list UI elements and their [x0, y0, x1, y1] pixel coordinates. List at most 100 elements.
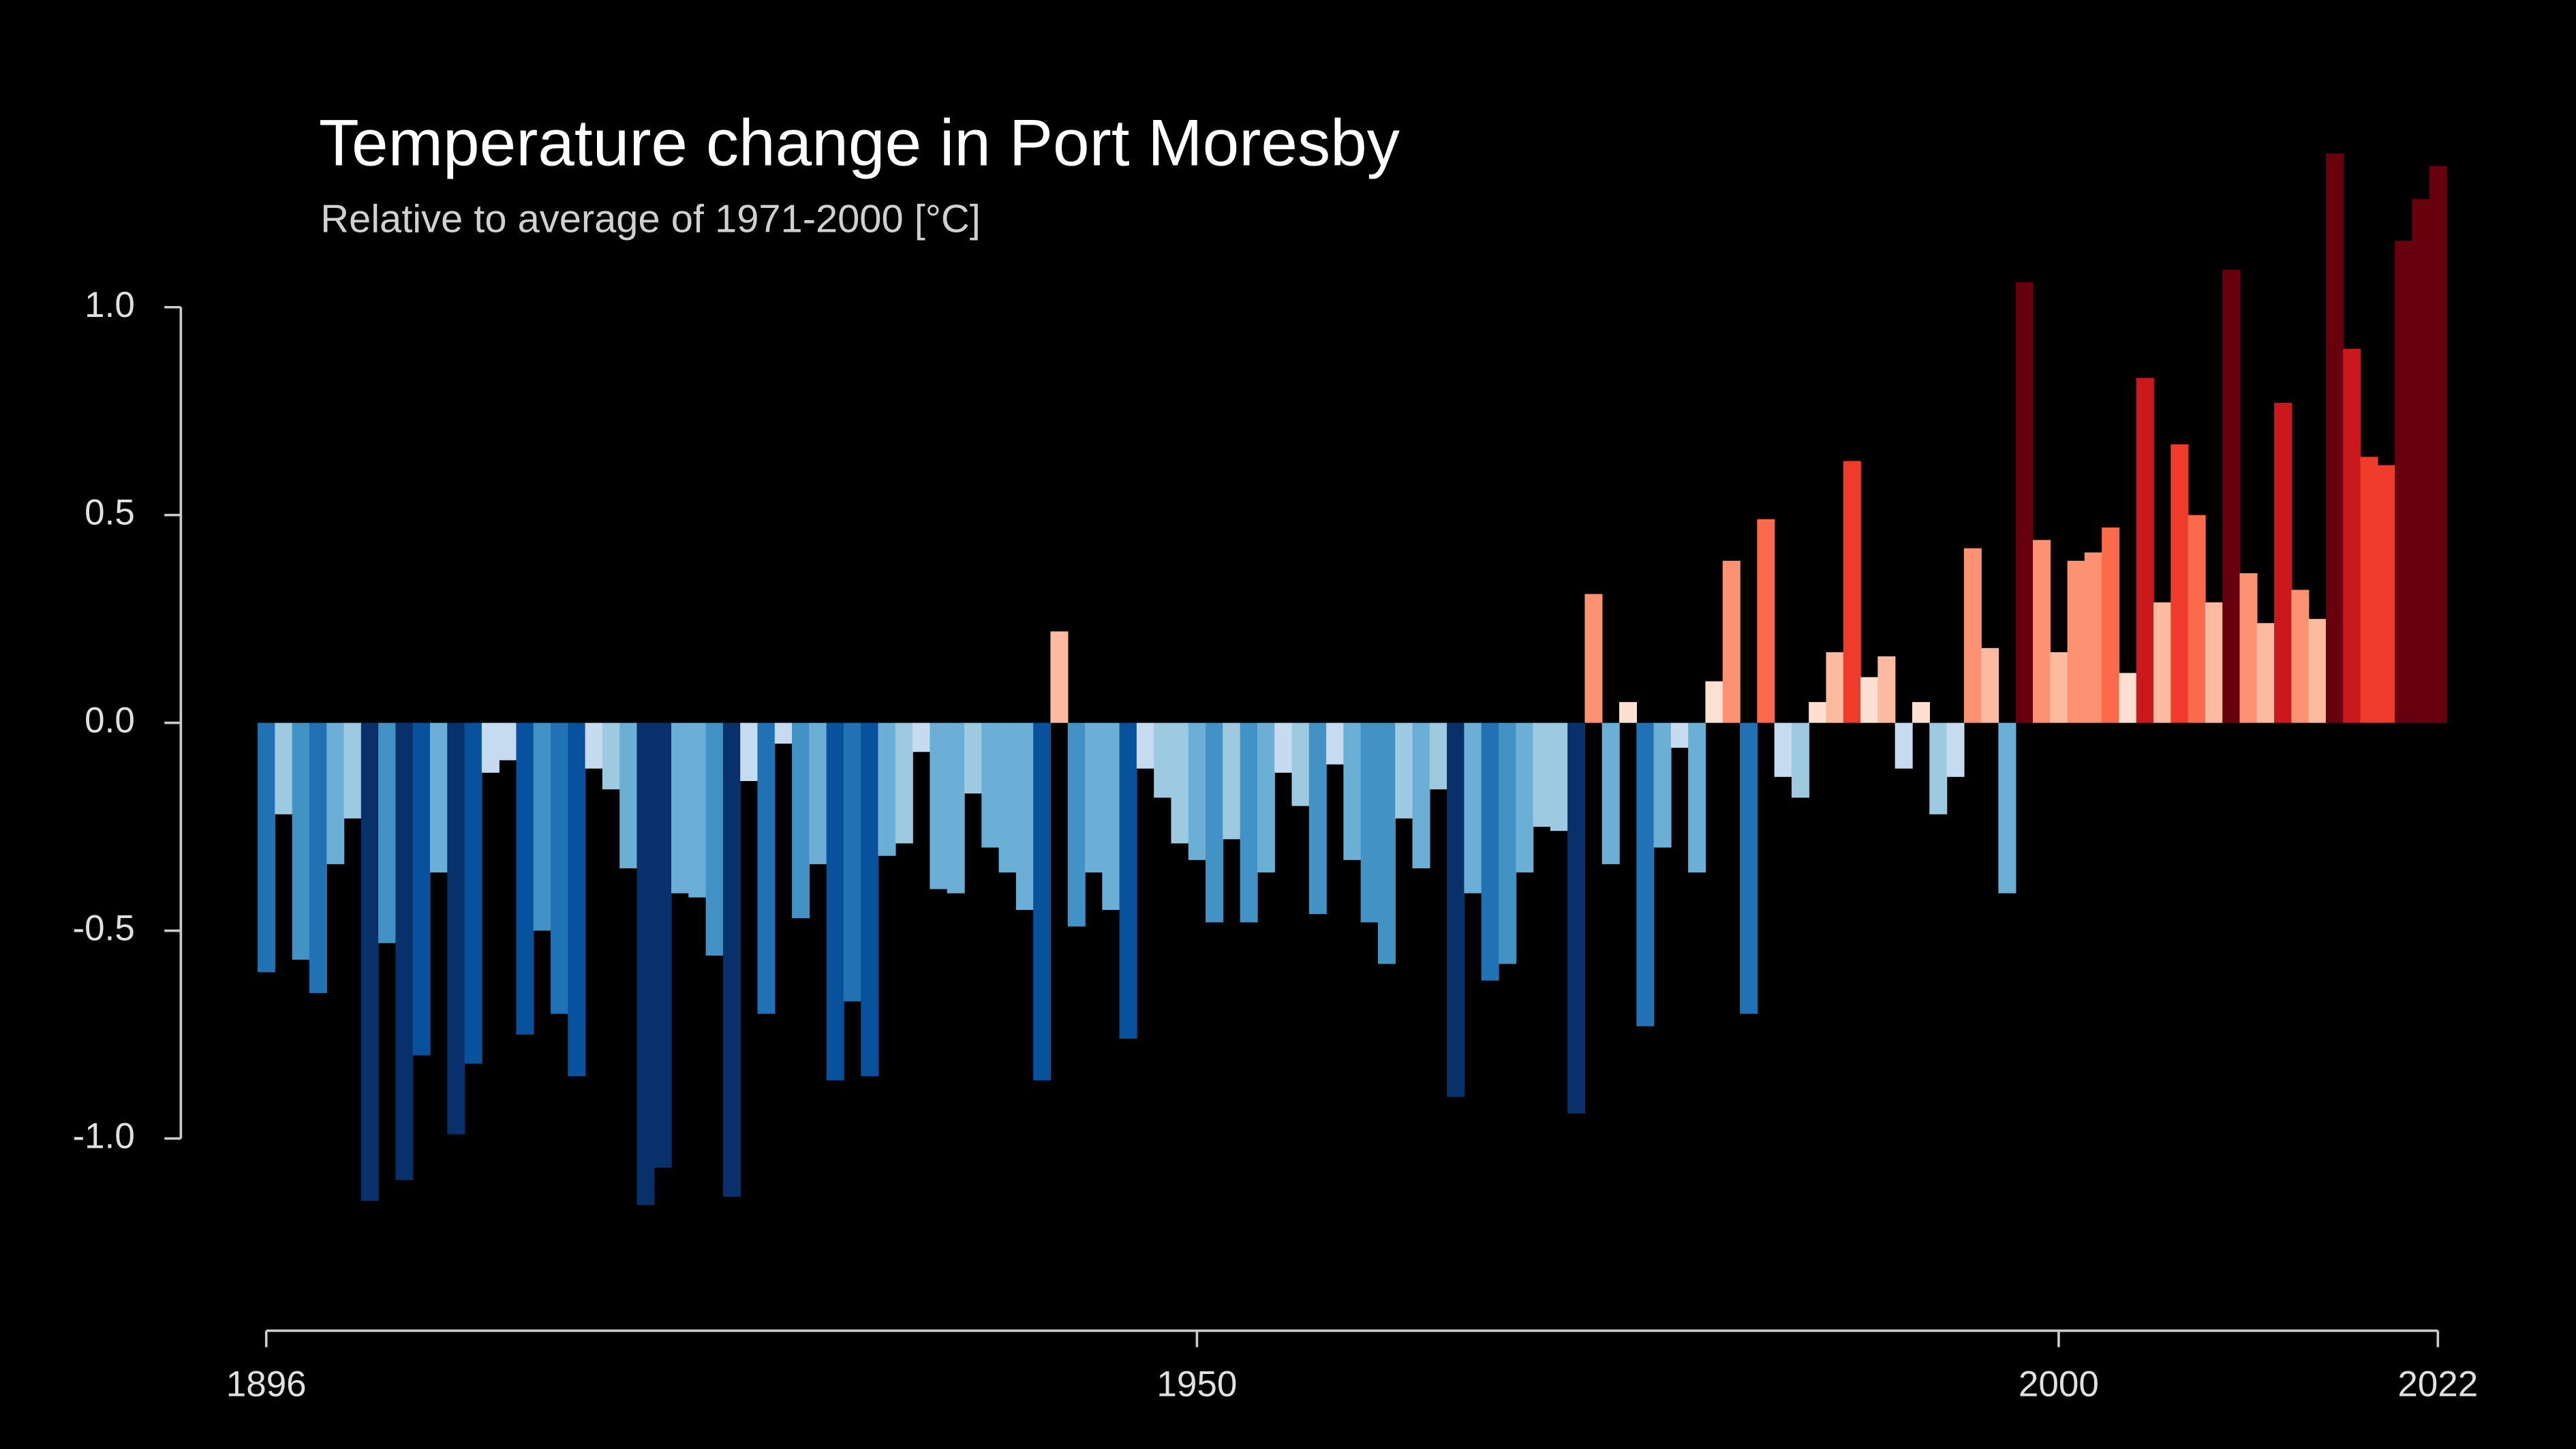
bar [395, 722, 414, 1180]
bar [533, 722, 551, 931]
x-tick-label: 2022 [2397, 1364, 2478, 1404]
bar [792, 722, 810, 919]
bar [1688, 722, 1706, 873]
bar [2032, 540, 2051, 723]
bar [1343, 722, 1362, 860]
bar [2291, 590, 2310, 723]
bar [774, 722, 793, 744]
x-tick-label: 1896 [226, 1364, 307, 1404]
bar [499, 722, 517, 761]
bar [1946, 722, 1965, 777]
bar [1740, 722, 1758, 1014]
y-tick-label: 0.0 [85, 701, 135, 741]
bar [2429, 166, 2447, 723]
bar [1154, 722, 1172, 798]
bar [2274, 403, 2293, 723]
bar [1533, 722, 1551, 827]
bar [913, 722, 931, 752]
bar [292, 722, 310, 960]
bar [429, 722, 448, 873]
bar [1929, 722, 1948, 814]
bar [1963, 548, 1982, 723]
bar [1550, 722, 1568, 832]
bar [1050, 631, 1069, 723]
bar [688, 722, 707, 898]
bar [1636, 722, 1655, 1026]
bar [2360, 457, 2378, 723]
bar [326, 722, 345, 864]
bar [2412, 199, 2430, 723]
bar [551, 722, 569, 1014]
bar [1206, 722, 1224, 923]
bar [2222, 269, 2241, 723]
bar [1188, 722, 1206, 860]
bar [1757, 519, 1775, 723]
x-tick-label: 2000 [2019, 1364, 2099, 1404]
bar [2377, 465, 2395, 723]
chart-subtitle: Relative to average of 1971-2000 [°C] [320, 198, 981, 241]
bar [2395, 241, 2413, 723]
bar [2067, 560, 2085, 723]
bar [602, 722, 620, 790]
bar [1912, 702, 1930, 723]
bar [1015, 722, 1034, 911]
bar [1447, 722, 1465, 1097]
bar [2102, 527, 2120, 723]
bar [964, 722, 982, 794]
bar [447, 722, 465, 1135]
bar [2084, 552, 2102, 723]
bar [1257, 722, 1275, 873]
bar [1584, 594, 1603, 723]
bar [2308, 619, 2327, 723]
bar [2015, 282, 2034, 723]
bar [378, 722, 397, 943]
x-tick-label: 1950 [1156, 1364, 1237, 1404]
bar [1377, 722, 1396, 964]
bar [1601, 722, 1620, 864]
bar [1395, 722, 1413, 819]
y-tick-label: -1.0 [73, 1116, 135, 1156]
bar [1481, 722, 1499, 981]
bar [1860, 677, 1879, 723]
bar [2119, 673, 2137, 723]
y-tick-label: -0.5 [73, 909, 135, 949]
bar [757, 722, 776, 1014]
bar [1429, 722, 1447, 790]
bar [895, 722, 913, 844]
bar [1240, 722, 1258, 923]
bar [1705, 681, 1723, 723]
bar [947, 722, 965, 894]
bar [843, 722, 861, 1002]
bar [361, 722, 379, 1201]
bar [481, 722, 500, 773]
bar [998, 722, 1017, 873]
bar [1171, 722, 1189, 844]
bar [619, 722, 638, 869]
bar [1877, 656, 1896, 723]
bar [2325, 153, 2344, 723]
bar [1464, 722, 1482, 894]
bar [309, 722, 327, 993]
bar [740, 722, 758, 781]
bar [2171, 444, 2189, 723]
bar [568, 722, 586, 1076]
bar [258, 722, 276, 973]
bar [2256, 623, 2275, 723]
bar [809, 722, 827, 864]
y-tick-label: 1.0 [85, 285, 135, 325]
bar [1308, 722, 1327, 915]
bar [464, 722, 482, 1064]
bar [637, 722, 655, 1206]
bar [861, 722, 879, 1076]
bar [343, 722, 362, 819]
bar [1360, 722, 1379, 923]
bar [1223, 722, 1241, 840]
chart-title: Temperature change in Port Moresby [319, 106, 1400, 179]
bar [516, 722, 534, 1035]
y-tick-label: 0.5 [85, 493, 135, 533]
bar [2239, 573, 2258, 723]
bar [722, 722, 741, 1197]
bar [930, 722, 948, 889]
bar [878, 722, 896, 856]
